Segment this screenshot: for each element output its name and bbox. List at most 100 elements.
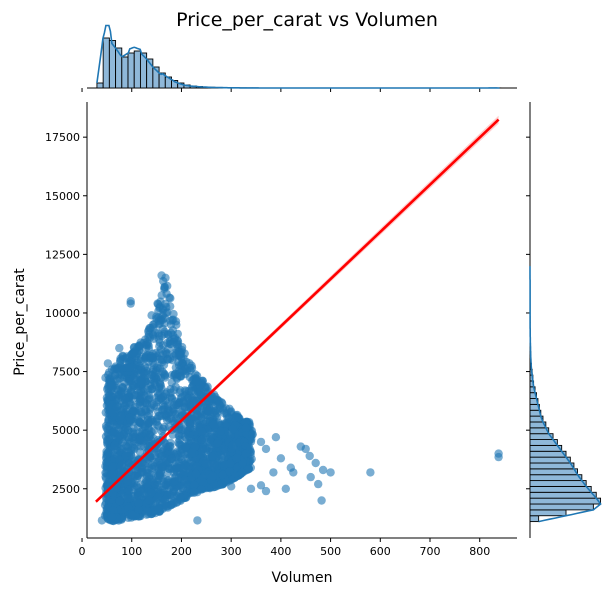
scatter-point bbox=[261, 486, 271, 496]
scatter-point bbox=[215, 397, 224, 406]
scatter-point bbox=[172, 463, 181, 472]
scatter-point bbox=[306, 472, 315, 482]
scatter-point bbox=[317, 496, 326, 505]
scatter-point bbox=[115, 496, 124, 506]
scatter-point bbox=[147, 352, 156, 361]
x-tick-label: 0 bbox=[79, 545, 86, 558]
scatter-point bbox=[193, 516, 202, 525]
scatter-point bbox=[166, 294, 175, 303]
scatter-point bbox=[209, 420, 219, 430]
y-hist-bar bbox=[529, 462, 575, 470]
scatter-point bbox=[208, 471, 217, 481]
x-tick-label: 300 bbox=[221, 545, 242, 558]
scatter-point bbox=[271, 433, 281, 442]
scatter-point bbox=[241, 449, 250, 458]
scatter-point bbox=[203, 393, 212, 402]
scatter-point bbox=[230, 413, 239, 423]
y-tick-label: 10000 bbox=[45, 307, 80, 320]
scatter-point bbox=[167, 496, 177, 505]
y-axis-title: Price_per_carat bbox=[12, 268, 28, 376]
scatter-point bbox=[160, 370, 169, 379]
scatter-point bbox=[180, 450, 190, 459]
chart-title: Price_per_carat vs Volumen bbox=[176, 9, 438, 31]
scatter-point bbox=[109, 506, 118, 515]
scatter-point bbox=[161, 396, 170, 405]
scatter-point bbox=[195, 387, 205, 396]
scatter-point bbox=[129, 406, 138, 415]
scatter-point bbox=[137, 391, 146, 400]
scatter-point bbox=[153, 480, 162, 490]
scatter-point bbox=[246, 484, 256, 493]
scatter-point bbox=[197, 427, 207, 436]
scatter-point bbox=[126, 299, 135, 308]
scatter-point bbox=[124, 377, 133, 386]
scatter-point bbox=[179, 398, 188, 407]
y-hist-bar bbox=[529, 485, 592, 493]
y-tick-label: 2500 bbox=[52, 483, 80, 496]
x-tick-label: 200 bbox=[171, 545, 192, 558]
scatter-point bbox=[105, 390, 114, 400]
scatter-point bbox=[145, 496, 154, 505]
scatter-point bbox=[161, 273, 170, 282]
scatter-point bbox=[144, 418, 153, 427]
scatter-point bbox=[193, 411, 202, 420]
scatter-point bbox=[227, 407, 236, 416]
scatter-point bbox=[173, 339, 182, 349]
scatter-point bbox=[256, 481, 266, 490]
y-marginal-histogram bbox=[526, 102, 602, 538]
x-marginal-histogram bbox=[81, 24, 517, 92]
x-tick-label: 800 bbox=[469, 545, 490, 558]
scatter-point bbox=[160, 422, 169, 432]
regression-line-group bbox=[95, 115, 500, 504]
scatter-point bbox=[241, 423, 251, 432]
scatter-point bbox=[203, 382, 212, 391]
scatter-point bbox=[192, 377, 202, 386]
scatter-point bbox=[225, 459, 235, 468]
scatter-point bbox=[157, 291, 166, 300]
y-hist-bar bbox=[529, 480, 587, 487]
scatter-point bbox=[110, 365, 119, 374]
y-hist-bar bbox=[529, 474, 583, 482]
y-tick-label: 12500 bbox=[45, 248, 80, 261]
scatter-point bbox=[155, 355, 164, 364]
scatter-point bbox=[169, 315, 178, 324]
scatter-point bbox=[110, 441, 119, 450]
y-hist-bar bbox=[529, 509, 567, 517]
scatter-point bbox=[102, 450, 111, 459]
scatter-point bbox=[197, 450, 206, 459]
scatter-point bbox=[142, 479, 151, 489]
x-tick-label: 600 bbox=[370, 545, 391, 558]
scatter-point bbox=[228, 441, 237, 450]
x-tick-label: 700 bbox=[420, 545, 441, 558]
scatter-point bbox=[204, 406, 213, 416]
scatter-point bbox=[160, 282, 169, 292]
scatter-point bbox=[115, 343, 124, 353]
scatter-points bbox=[97, 271, 503, 526]
scatter-point bbox=[176, 368, 185, 377]
scatter-point bbox=[150, 452, 160, 461]
scatter-point bbox=[218, 470, 227, 479]
scatter-point bbox=[107, 381, 116, 391]
scatter-point bbox=[160, 495, 170, 505]
scatter-point bbox=[180, 475, 189, 485]
scatter-point bbox=[155, 411, 164, 421]
scatter-point bbox=[186, 457, 196, 466]
y-hist-bar bbox=[529, 503, 594, 511]
scatter-point bbox=[116, 411, 126, 421]
scatter-point bbox=[174, 358, 183, 367]
scatter-point bbox=[261, 444, 271, 454]
scatter-point bbox=[185, 359, 194, 368]
scatter-point bbox=[153, 420, 162, 429]
scatter-point bbox=[199, 478, 208, 487]
scatter-point bbox=[110, 473, 119, 483]
scatter-point bbox=[197, 485, 206, 494]
scatter-point bbox=[147, 311, 156, 320]
scatter-point bbox=[174, 431, 183, 440]
scatter-point bbox=[171, 382, 180, 391]
scatter-point bbox=[190, 480, 199, 490]
x-tick-label: 400 bbox=[270, 545, 291, 558]
scatter-point bbox=[158, 341, 168, 350]
scatter-point bbox=[162, 411, 171, 421]
scatter-point bbox=[124, 448, 133, 457]
scatter-point bbox=[190, 442, 200, 451]
